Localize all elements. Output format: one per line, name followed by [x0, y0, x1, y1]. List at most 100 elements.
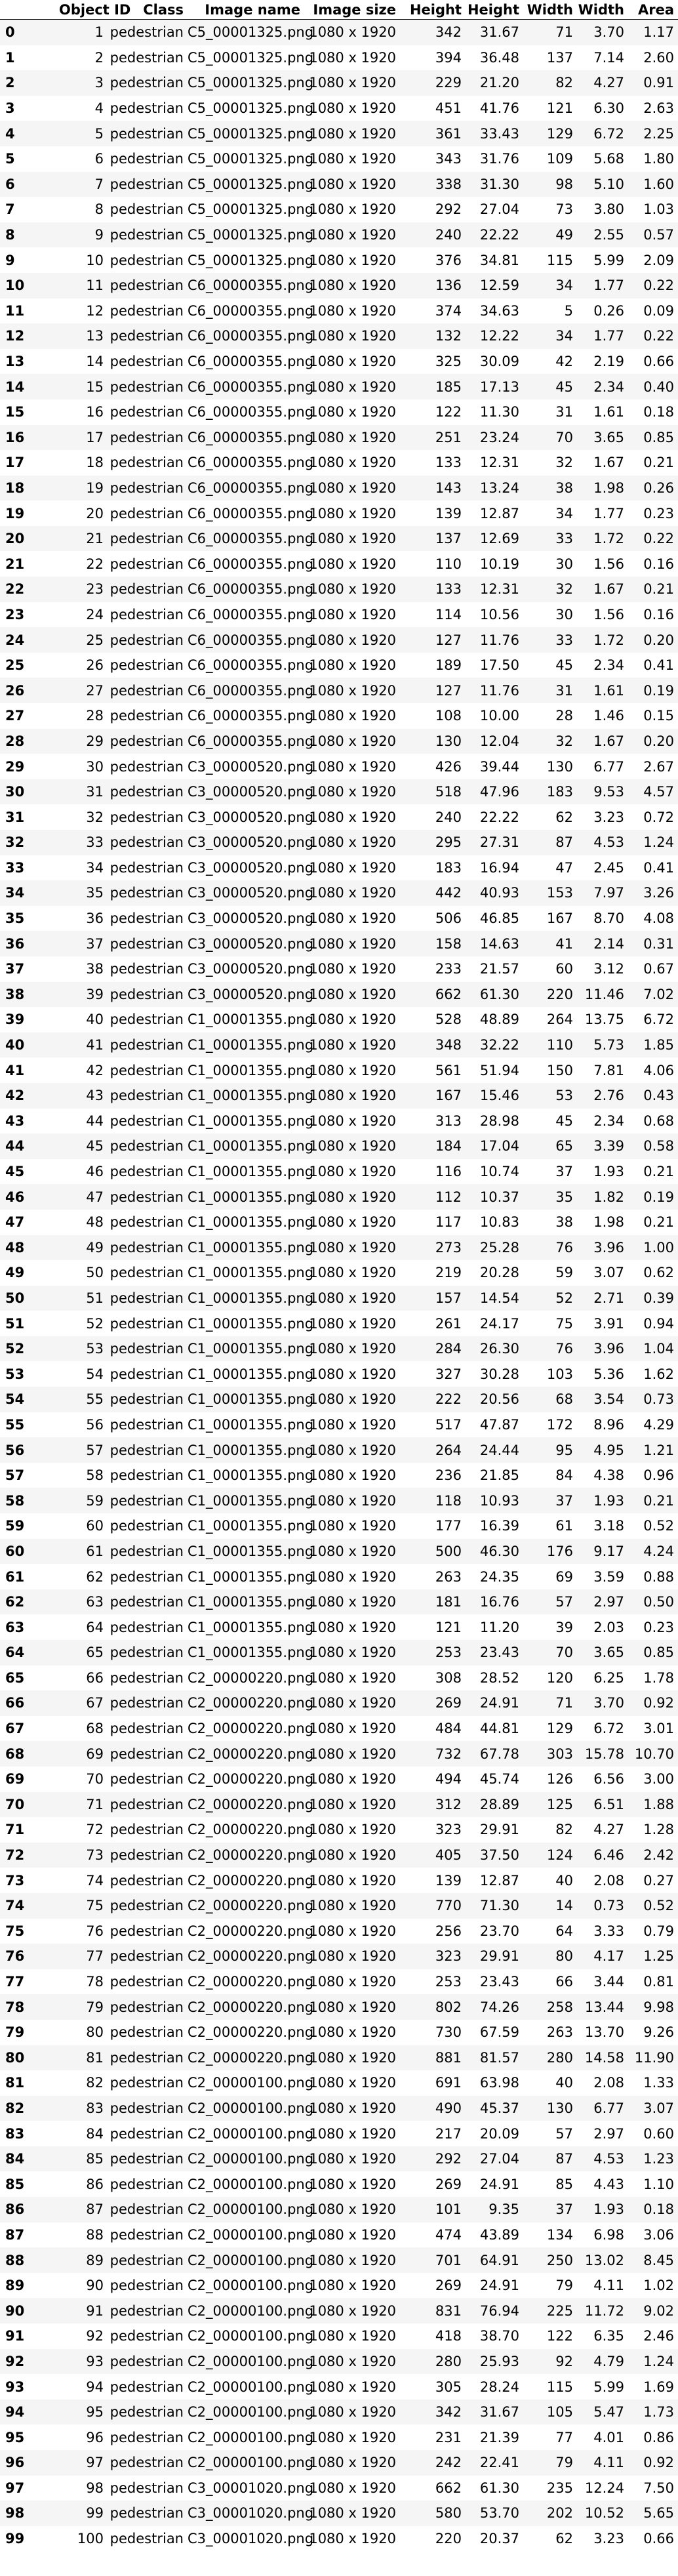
table-cell-height-pct: 31.76 — [479, 151, 519, 167]
table-cell-height-pct: 10.19 — [479, 556, 519, 572]
table-row: 75 76 pedestrian C2_00000220.png 1080 x 1920… — [0, 1919, 678, 1944]
table-cell-image-name: C2_00000100.png — [188, 2125, 314, 2142]
table-cell-area: 9.26 — [643, 2024, 674, 2041]
table-cell-width-pct: 2.76 — [577, 1082, 628, 1109]
table-row: 25 26 pedestrian C6_00000355.png 1080 x 1920… — [0, 653, 678, 678]
table-row: 19 20 pedestrian C6_00000355.png 1080 x 1920… — [0, 501, 678, 526]
table-cell-object-id: 38 — [86, 961, 104, 977]
row-index: 18 — [0, 475, 59, 501]
table-cell-height-px: 580 — [400, 2501, 466, 2526]
table-cell-area: 7.50 — [643, 2480, 674, 2496]
table-row: 83 84 pedestrian C2_00000100.png 1080 x 1920… — [0, 2121, 678, 2146]
table-cell-image-name: C2_00000220.png — [188, 1771, 314, 1788]
table-row: 8 9 pedestrian C5_00001325.png 1080 x 1920 24… — [0, 222, 678, 248]
table-cell-class: pedestrian — [108, 981, 188, 1008]
table-cell-area: 0.27 — [643, 1872, 674, 1889]
table-row: 32 33 pedestrian C3_00000520.png 1080 x 1920… — [0, 830, 678, 855]
row-index: 36 — [0, 931, 59, 956]
table-row: 41 42 pedestrian C1_00001355.png 1080 x 1920… — [0, 1057, 678, 1083]
table-cell-image-name: C2_00000220.png — [188, 1690, 313, 1716]
table-cell-class: pedestrian — [108, 1488, 188, 1514]
table-cell-image-name: C2_00000220.png — [188, 1892, 313, 1919]
table-cell-area: 0.21 — [643, 455, 674, 471]
table-cell-height-px: 118 — [400, 1488, 466, 1514]
table-cell-area: 1.03 — [643, 201, 674, 218]
table-cell-object-id: 73 — [59, 1842, 108, 1868]
table-cell-area: 0.92 — [628, 2450, 678, 2476]
table-cell-image-size: 1080 x 1920 — [304, 2450, 400, 2476]
table-cell-image-size: 1080 x 1920 — [309, 2278, 396, 2294]
table-cell-height-pct: 36.48 — [479, 49, 519, 66]
row-index: 69 — [5, 1771, 25, 1788]
table-cell-width-pct: 4.53 — [577, 2146, 628, 2172]
table-cell-class: pedestrian — [110, 1012, 184, 1028]
table-cell-width-px: 5 — [564, 302, 573, 319]
row-index: 53 — [5, 1366, 25, 1382]
table-cell-height-px: 490 — [400, 2095, 466, 2121]
table-cell-area: 0.18 — [628, 2197, 678, 2222]
table-cell-width-px: 122 — [546, 2328, 573, 2344]
table-cell-height-pct: 47.87 — [479, 1416, 519, 1433]
table-cell-image-name: C2_00000220.png — [188, 1721, 314, 1737]
table-cell-image-name: C5_00001325.png — [188, 121, 313, 146]
table-cell-height-pct: 38.70 — [479, 2328, 519, 2344]
table-cell-class: pedestrian — [110, 1113, 184, 1129]
table-cell-image-size: 1080 x 1920 — [304, 577, 400, 602]
table-cell-image-name: C2_00000220.png — [188, 1669, 314, 1686]
table-cell-area: 2.09 — [643, 252, 674, 268]
table-cell-object-id: 35 — [59, 880, 108, 906]
table-cell-width-px: 59 — [555, 1265, 573, 1281]
table-cell-class: pedestrian — [110, 505, 184, 521]
table-cell-height-px: 426 — [435, 758, 462, 775]
table-cell-height-px: 167 — [400, 1082, 466, 1109]
table-cell-object-id: 25 — [59, 627, 108, 653]
table-cell-height-pct: 24.35 — [479, 1568, 519, 1585]
table-cell-object-id: 72 — [86, 1822, 104, 1838]
table-cell-object-id: 54 — [86, 1366, 104, 1382]
table-cell-image-name: C2_00000100.png — [188, 2075, 314, 2091]
table-cell-image-size: 1080 x 1920 — [304, 627, 400, 653]
column-header-width-pct: Width — [577, 0, 628, 20]
table-cell-width-px: 225 — [523, 2298, 577, 2324]
table-cell-area: 1.88 — [628, 1791, 678, 1818]
table-cell-image-size: 1080 x 1920 — [304, 1488, 400, 1514]
table-cell-width-pct: 13.75 — [584, 1012, 624, 1028]
table-row: 44 45 pedestrian C1_00001355.png 1080 x 1920… — [0, 1134, 678, 1159]
table-cell-height-pct: 27.31 — [466, 830, 523, 855]
table-cell-area: 1.24 — [628, 2348, 678, 2375]
table-body: 0 1 pedestrian C5_00001325.png 1080 x 1920 34… — [0, 19, 678, 2552]
table-cell-width-pct: 1.72 — [577, 525, 628, 552]
table-cell-width-pct: 12.24 — [584, 2480, 624, 2496]
table-cell-height-px: 217 — [435, 2125, 462, 2142]
table-cell-height-pct: 61.30 — [479, 2480, 519, 2496]
table-cell-height-px: 342 — [400, 2399, 466, 2425]
table-cell-class: pedestrian — [110, 1771, 184, 1788]
table-cell-height-pct: 47.96 — [466, 779, 523, 805]
table-row: 7 8 pedestrian C5_00001325.png 1080 x 1920 29… — [0, 197, 678, 222]
row-index: 14 — [0, 374, 59, 399]
table-cell-image-name: C2_00000100.png — [188, 2146, 313, 2172]
table-cell-object-id: 26 — [86, 657, 104, 674]
table-cell-image-size: 1080 x 1920 — [309, 1771, 396, 1788]
row-index: 96 — [0, 2450, 59, 2476]
table-cell-object-id: 60 — [86, 1518, 104, 1534]
table-cell-class: pedestrian — [108, 2146, 188, 2172]
row-index: 34 — [0, 880, 59, 906]
table-cell-width-px: 87 — [523, 830, 577, 855]
table-cell-image-name: C1_00001355.png — [188, 1164, 314, 1180]
table-cell-height-pct: 12.04 — [466, 728, 523, 754]
table-cell-image-size: 1080 x 1920 — [304, 19, 400, 45]
table-cell-object-id: 46 — [86, 1164, 104, 1180]
table-cell-width-pct: 1.61 — [593, 404, 624, 420]
table-cell-height-pct: 10.83 — [479, 1214, 519, 1231]
table-row: 17 18 pedestrian C6_00000355.png 1080 x 1920… — [0, 450, 678, 476]
table-cell-width-pct: 4.11 — [593, 2278, 624, 2294]
table-cell-object-id: 21 — [59, 525, 108, 552]
table-cell-height-px: 269 — [435, 2176, 462, 2192]
table-cell-image-size: 1080 x 1920 — [304, 2045, 400, 2071]
table-cell-height-pct: 45.74 — [479, 1771, 519, 1788]
row-index: 94 — [0, 2399, 59, 2425]
table-cell-area: 0.58 — [628, 1134, 678, 1159]
table-cell-image-size: 1080 x 1920 — [309, 2176, 396, 2192]
table-cell-height-px: 273 — [400, 1235, 466, 1261]
